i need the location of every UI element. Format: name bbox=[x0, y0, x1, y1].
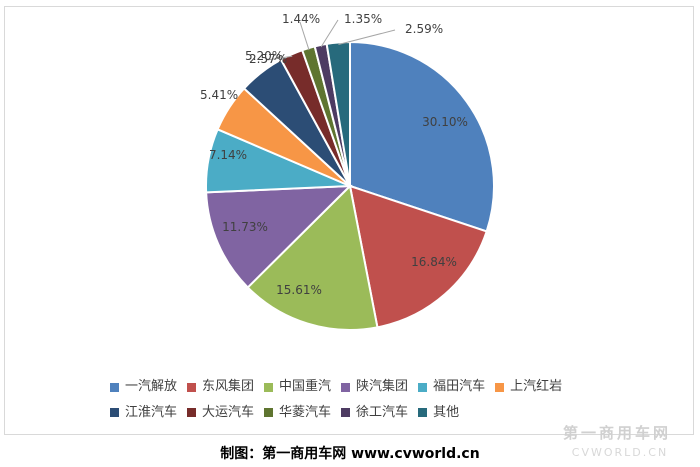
legend-item: 徐工汽车 bbox=[341, 401, 408, 425]
legend-item: 江淮汽车 bbox=[110, 401, 177, 425]
slice-label: 5.20% bbox=[245, 49, 283, 63]
leader-line bbox=[338, 29, 396, 45]
pie-slice bbox=[246, 183, 379, 331]
legend-item: 福田汽车 bbox=[418, 375, 485, 399]
slice-label: 7.14% bbox=[209, 148, 247, 162]
legend-label: 江淮汽车 bbox=[125, 404, 178, 420]
legend-swatch bbox=[110, 382, 119, 392]
legend-swatch bbox=[187, 408, 197, 417]
legend-label: 陕汽集团 bbox=[356, 379, 409, 394]
legend-swatch bbox=[264, 408, 274, 417]
pie-slice bbox=[348, 184, 488, 329]
legend-label: 一汽解放 bbox=[125, 379, 178, 394]
legend-swatch bbox=[341, 382, 351, 392]
legend-swatch bbox=[264, 382, 274, 392]
pie-slice bbox=[205, 184, 353, 289]
legend-item: 一汽解放 bbox=[110, 375, 177, 399]
legend-swatch bbox=[110, 408, 119, 417]
slice-label: 1.35% bbox=[344, 12, 382, 26]
legend-label: 其他 bbox=[433, 404, 460, 420]
legend-item: 华菱汽车 bbox=[264, 401, 331, 425]
watermark-subtext: CVWORLD.CN bbox=[571, 446, 669, 459]
legend-item: 东风集团 bbox=[187, 375, 254, 399]
legend-swatch bbox=[187, 382, 197, 392]
legend-item: 其他 bbox=[418, 401, 459, 425]
legend-swatch bbox=[418, 408, 428, 417]
legend-item: 大运汽车 bbox=[187, 401, 254, 425]
legend-label: 华菱汽车 bbox=[279, 404, 332, 420]
slice-label: 5.41% bbox=[200, 88, 238, 102]
legend-item: 上汽红岩 bbox=[495, 375, 562, 399]
slice-label: 16.84% bbox=[411, 255, 457, 269]
legend-label: 福田汽车 bbox=[433, 379, 486, 394]
pie-slice bbox=[349, 40, 495, 233]
legend-swatch bbox=[418, 382, 428, 392]
leader-line bbox=[320, 19, 339, 48]
legend-swatch bbox=[341, 408, 351, 417]
legend-swatch bbox=[495, 382, 505, 392]
legend-label: 上汽红岩 bbox=[510, 379, 563, 394]
slice-label: 11.73% bbox=[222, 220, 268, 234]
slice-label: 2.59% bbox=[405, 22, 443, 36]
slice-label: 30.10% bbox=[422, 115, 468, 129]
legend-item: 中国重汽 bbox=[264, 375, 331, 399]
legend-label: 大运汽车 bbox=[202, 404, 255, 420]
slice-label: 2.57% bbox=[249, 52, 287, 66]
legend-label: 徐工汽车 bbox=[356, 404, 409, 420]
leader-line bbox=[299, 21, 310, 51]
leader-line bbox=[266, 55, 293, 61]
chart-legend: 一汽解放 东风集团 中国重汽 陕汽集团 福田汽车 上汽红岩江淮汽车 大运汽车 华菱汽车 徐工汽车… bbox=[110, 375, 610, 426]
legend-item: 陕汽集团 bbox=[341, 375, 408, 399]
watermark-text: 第一商用车网 bbox=[562, 424, 671, 442]
legend-label: 中国重汽 bbox=[279, 379, 332, 394]
chart-credit: 制图：第一商用车网 www.cvworld.cn bbox=[220, 446, 480, 462]
slice-label: 1.44% bbox=[282, 12, 320, 26]
legend-label: 东风集团 bbox=[202, 379, 255, 394]
slice-label: 15.61% bbox=[276, 283, 322, 297]
